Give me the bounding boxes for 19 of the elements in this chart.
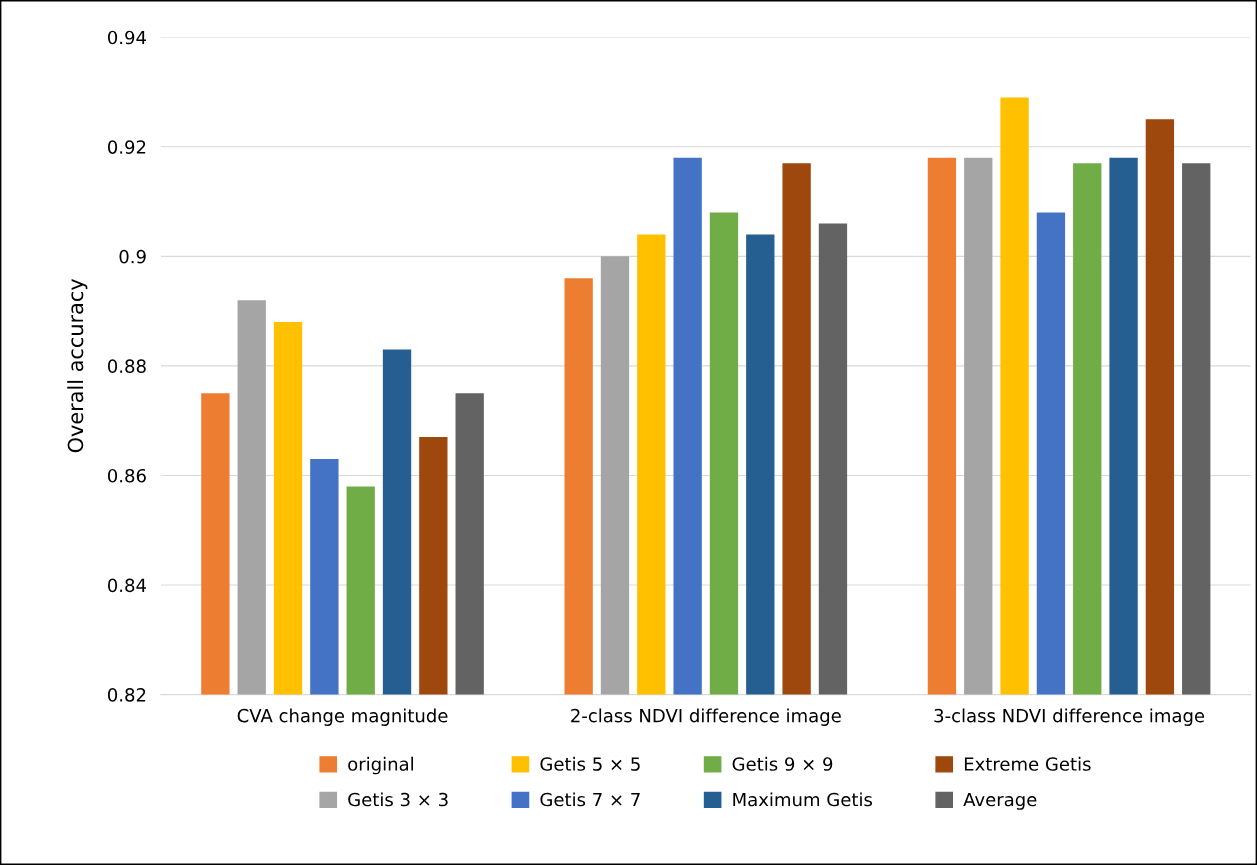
legend-label: Getis 3 × 3: [348, 792, 448, 807]
legend-label: Maximum Getis: [733, 792, 873, 807]
y-tick-label: 0.82: [108, 688, 146, 702]
legend-label: Getis 7 × 7: [540, 792, 640, 807]
x-tick-label: CVA change magnitude: [237, 708, 448, 726]
y-axis-title: Overall accuracy: [67, 278, 88, 453]
legend-label: Getis 9 × 9: [732, 756, 833, 771]
legend-label: Average: [963, 792, 1037, 810]
y-tick-label: 0.92: [108, 140, 146, 154]
y-tick-label: 0.94: [108, 30, 146, 45]
legend-label: Extreme Getis: [964, 756, 1091, 771]
legend-label: original: [348, 756, 413, 775]
y-tick-label: 0.86: [108, 468, 146, 483]
x-tick-label: 2-class NDVI difference image: [571, 708, 841, 726]
y-tick-label: 0.9: [119, 249, 146, 264]
legend-label: Getis 5 × 5: [540, 756, 640, 771]
y-tick-label: 0.88: [108, 359, 146, 374]
x-tick-label: 3-class NDVI difference image: [934, 708, 1205, 726]
y-tick-label: 0.84: [108, 578, 146, 593]
